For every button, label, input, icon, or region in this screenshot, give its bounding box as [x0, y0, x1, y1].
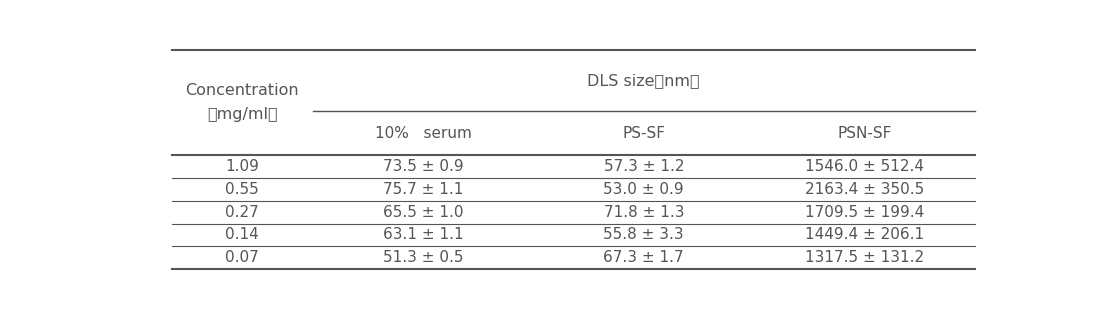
Text: 10%   serum: 10% serum: [375, 126, 472, 141]
Text: 51.3 ± 0.5: 51.3 ± 0.5: [382, 250, 464, 265]
Text: 2163.4 ± 350.5: 2163.4 ± 350.5: [804, 182, 925, 197]
Text: PSN-SF: PSN-SF: [838, 126, 892, 141]
Text: 1317.5 ± 131.2: 1317.5 ± 131.2: [804, 250, 923, 265]
Text: 75.7 ± 1.1: 75.7 ± 1.1: [383, 182, 463, 197]
Text: 67.3 ± 1.7: 67.3 ± 1.7: [604, 250, 684, 265]
Text: 57.3 ± 1.2: 57.3 ± 1.2: [604, 159, 684, 174]
Text: 0.55: 0.55: [226, 182, 259, 197]
Text: 53.0 ± 0.9: 53.0 ± 0.9: [604, 182, 684, 197]
Text: 0.27: 0.27: [226, 205, 259, 220]
Text: 55.8 ± 3.3: 55.8 ± 3.3: [604, 228, 684, 242]
Text: 1546.0 ± 512.4: 1546.0 ± 512.4: [804, 159, 923, 174]
Text: 71.8 ± 1.3: 71.8 ± 1.3: [604, 205, 684, 220]
Text: 73.5 ± 0.9: 73.5 ± 0.9: [382, 159, 464, 174]
Text: 63.1 ± 1.1: 63.1 ± 1.1: [382, 228, 464, 242]
Text: 0.07: 0.07: [226, 250, 259, 265]
Text: 1709.5 ± 199.4: 1709.5 ± 199.4: [804, 205, 925, 220]
Text: Concentration: Concentration: [185, 83, 299, 98]
Text: 0.14: 0.14: [226, 228, 259, 242]
Text: DLS size（nm）: DLS size（nm）: [587, 73, 700, 88]
Text: （mg/ml）: （mg/ml）: [207, 107, 278, 122]
Text: 1449.4 ± 206.1: 1449.4 ± 206.1: [804, 228, 923, 242]
Text: 65.5 ± 1.0: 65.5 ± 1.0: [382, 205, 464, 220]
Text: 1.09: 1.09: [226, 159, 259, 174]
Text: PS-SF: PS-SF: [623, 126, 666, 141]
